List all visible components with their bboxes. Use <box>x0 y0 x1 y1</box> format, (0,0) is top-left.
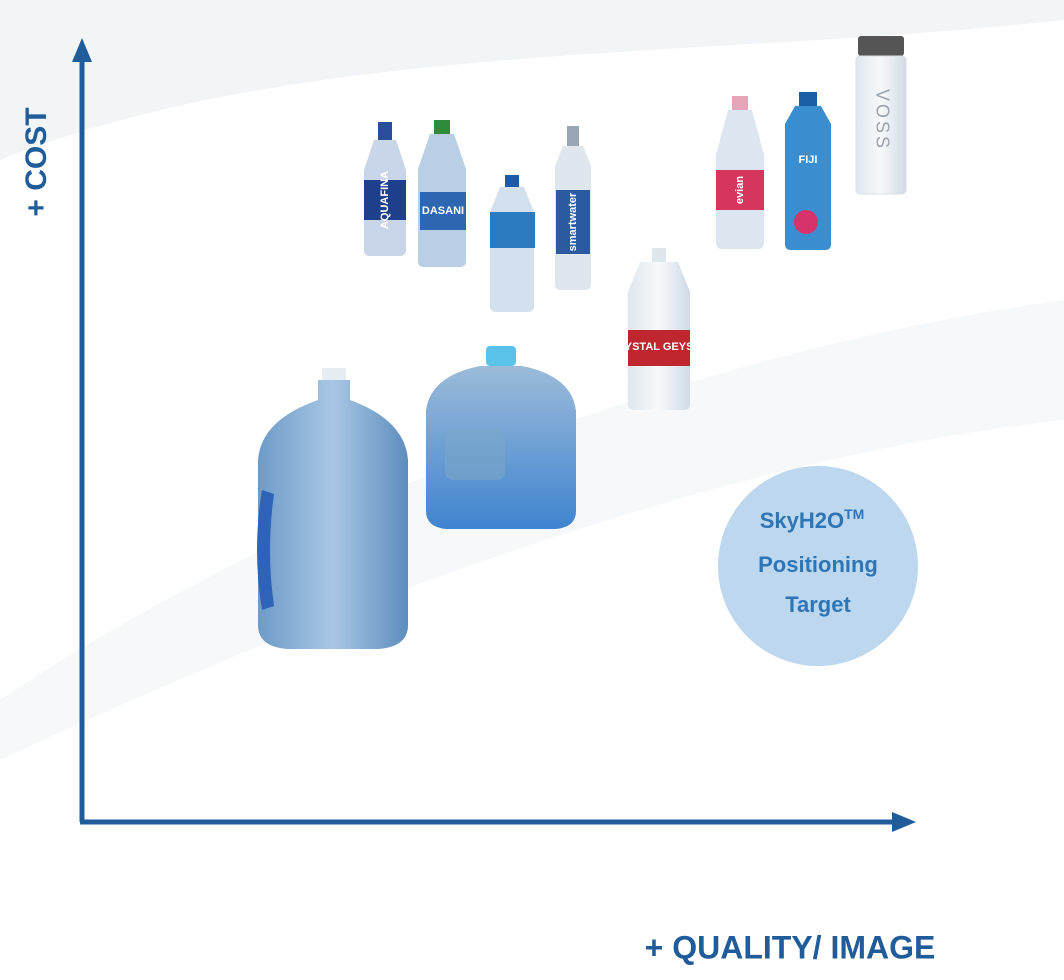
bottle: smartwater <box>555 126 591 290</box>
bottle-label: VOSS <box>872 89 892 151</box>
water-jug <box>426 346 576 529</box>
bottle: AQUAFINA <box>364 122 406 256</box>
y-axis-label: + COST <box>20 107 53 216</box>
bottle-label: FIJI <box>799 154 818 166</box>
bottle-label: AQUAFINA <box>379 171 391 229</box>
target-mark: TM <box>844 506 864 522</box>
bottle: DASANI <box>418 120 466 267</box>
water-jug <box>257 368 408 649</box>
bottle: evian <box>716 96 764 249</box>
bottle: VOSS <box>856 36 906 194</box>
bottle-label: CRYSTAL GEYSER <box>609 341 708 353</box>
x-axis-arrow <box>892 812 916 832</box>
bottle-label: smartwater <box>567 192 579 251</box>
bottle: FIJI <box>785 92 831 250</box>
target-name-text: SkyH2O <box>760 508 844 533</box>
bottle-label: evian <box>734 176 746 204</box>
bottle <box>490 175 535 312</box>
target-line: Target <box>785 592 851 617</box>
slide: + COST + QUALITY/ IMAGE AQUAFINA DASANI … <box>0 0 1064 980</box>
target-line: Positioning <box>758 552 878 577</box>
bottle-label: DASANI <box>422 205 464 217</box>
x-axis-label: + QUALITY/ IMAGE <box>645 929 936 965</box>
